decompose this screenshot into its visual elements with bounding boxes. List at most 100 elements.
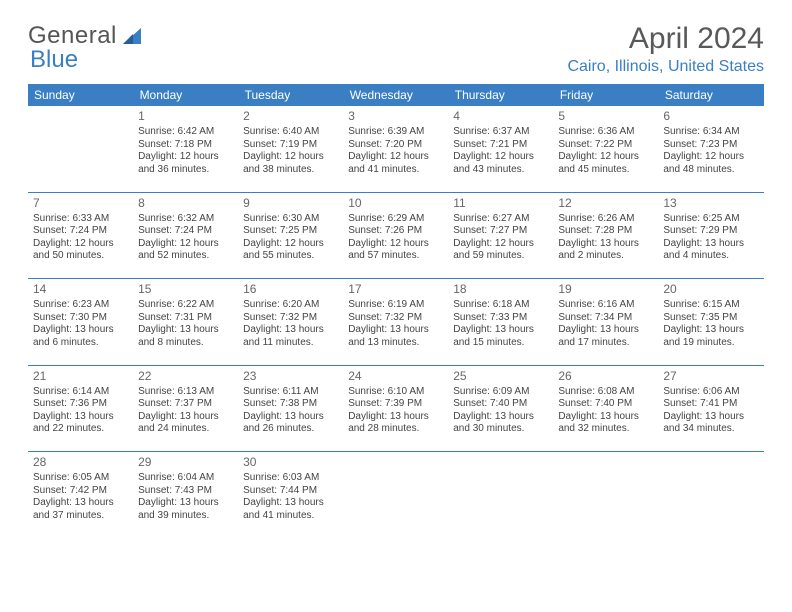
sunrise-text: Sunrise: 6:37 AM xyxy=(453,126,548,139)
daylight-text: and 17 minutes. xyxy=(558,337,653,350)
daylight-text: Daylight: 12 hours xyxy=(138,151,233,164)
sunset-text: Sunset: 7:37 PM xyxy=(138,398,233,411)
day-cell xyxy=(448,452,553,538)
day-number: 28 xyxy=(33,455,128,470)
day-cell: 24Sunrise: 6:10 AMSunset: 7:39 PMDayligh… xyxy=(343,366,448,452)
day-cell: 7Sunrise: 6:33 AMSunset: 7:24 PMDaylight… xyxy=(28,193,133,279)
day-cell: 2Sunrise: 6:40 AMSunset: 7:19 PMDaylight… xyxy=(238,106,343,192)
daylight-text: and 41 minutes. xyxy=(243,510,338,523)
daylight-text: Daylight: 13 hours xyxy=(663,324,758,337)
sunrise-text: Sunrise: 6:34 AM xyxy=(663,126,758,139)
sunrise-text: Sunrise: 6:42 AM xyxy=(138,126,233,139)
sunrise-text: Sunrise: 6:06 AM xyxy=(663,386,758,399)
sunrise-text: Sunrise: 6:32 AM xyxy=(138,213,233,226)
day-details: Sunrise: 6:13 AMSunset: 7:37 PMDaylight:… xyxy=(138,386,233,436)
day-cell: 8Sunrise: 6:32 AMSunset: 7:24 PMDaylight… xyxy=(133,193,238,279)
daylight-text: Daylight: 12 hours xyxy=(663,151,758,164)
sunset-text: Sunset: 7:19 PM xyxy=(243,139,338,152)
day-number: 18 xyxy=(453,282,548,297)
month-title: April 2024 xyxy=(567,22,764,56)
day-number: 13 xyxy=(663,196,758,211)
header-wednesday: Wednesday xyxy=(343,84,448,106)
sunset-text: Sunset: 7:33 PM xyxy=(453,312,548,325)
sunset-text: Sunset: 7:25 PM xyxy=(243,225,338,238)
day-cell: 20Sunrise: 6:15 AMSunset: 7:35 PMDayligh… xyxy=(658,279,763,365)
sunset-text: Sunset: 7:40 PM xyxy=(558,398,653,411)
day-cell xyxy=(553,452,658,538)
sunrise-text: Sunrise: 6:22 AM xyxy=(138,299,233,312)
sunset-text: Sunset: 7:42 PM xyxy=(33,485,128,498)
day-details: Sunrise: 6:26 AMSunset: 7:28 PMDaylight:… xyxy=(558,213,653,263)
daylight-text: and 55 minutes. xyxy=(243,250,338,263)
daylight-text: Daylight: 13 hours xyxy=(558,411,653,424)
day-cell: 1 Sunrise: 6:42 AMSunset: 7:18 PMDaylight… xyxy=(133,106,238,192)
day-header-row: Sunday Monday Tuesday Wednesday Thursday… xyxy=(28,84,764,106)
daylight-text: and 48 minutes. xyxy=(663,164,758,177)
day-number: 23 xyxy=(243,369,338,384)
daylight-text: and 45 minutes. xyxy=(558,164,653,177)
sunrise-text: Sunrise: 6:29 AM xyxy=(348,213,443,226)
sunset-text: Sunset: 7:36 PM xyxy=(33,398,128,411)
sunrise-text: Sunrise: 6:39 AM xyxy=(348,126,443,139)
header-tuesday: Tuesday xyxy=(238,84,343,106)
sunset-text: Sunset: 7:34 PM xyxy=(558,312,653,325)
daylight-text: and 28 minutes. xyxy=(348,423,443,436)
day-number: 24 xyxy=(348,369,443,384)
daylight-text: and 32 minutes. xyxy=(558,423,653,436)
sunset-text: Sunset: 7:18 PM xyxy=(138,139,233,152)
day-cell: 30Sunrise: 6:03 AMSunset: 7:44 PMDayligh… xyxy=(238,452,343,538)
daylight-text: and 30 minutes. xyxy=(453,423,548,436)
brand-word2: Blue xyxy=(30,46,78,74)
daylight-text: and 15 minutes. xyxy=(453,337,548,350)
sunset-text: Sunset: 7:43 PM xyxy=(138,485,233,498)
sunset-text: Sunset: 7:39 PM xyxy=(348,398,443,411)
sunset-text: Sunset: 7:24 PM xyxy=(33,225,128,238)
day-number: 25 xyxy=(453,369,548,384)
day-cell: 19Sunrise: 6:16 AMSunset: 7:34 PMDayligh… xyxy=(553,279,658,365)
daylight-text: Daylight: 12 hours xyxy=(243,151,338,164)
day-number: 6 xyxy=(663,109,758,124)
sunset-text: Sunset: 7:38 PM xyxy=(243,398,338,411)
sunrise-text: Sunrise: 6:04 AM xyxy=(138,472,233,485)
week-row: 21Sunrise: 6:14 AMSunset: 7:36 PMDayligh… xyxy=(28,366,764,452)
week-row: 28Sunrise: 6:05 AMSunset: 7:42 PMDayligh… xyxy=(28,452,764,538)
daylight-text: Daylight: 13 hours xyxy=(663,238,758,251)
day-cell: 17Sunrise: 6:19 AMSunset: 7:32 PMDayligh… xyxy=(343,279,448,365)
sunrise-text: Sunrise: 6:14 AM xyxy=(33,386,128,399)
header-thursday: Thursday xyxy=(448,84,553,106)
day-number: 27 xyxy=(663,369,758,384)
day-number: 10 xyxy=(348,196,443,211)
day-cell xyxy=(343,452,448,538)
daylight-text: Daylight: 13 hours xyxy=(348,324,443,337)
day-details: Sunrise: 6:37 AMSunset: 7:21 PMDaylight:… xyxy=(453,126,548,176)
day-number: 1 xyxy=(138,109,233,124)
day-cell: 27 Sunrise: 6:06 AMSunset: 7:41 PMDayligh… xyxy=(658,366,763,452)
day-details: Sunrise: 6:36 AMSunset: 7:22 PMDaylight:… xyxy=(558,126,653,176)
daylight-text: Daylight: 12 hours xyxy=(348,238,443,251)
sunrise-text: Sunrise: 6:13 AM xyxy=(138,386,233,399)
sunset-text: Sunset: 7:30 PM xyxy=(33,312,128,325)
day-number: 4 xyxy=(453,109,548,124)
sunrise-text: Sunrise: 6:03 AM xyxy=(243,472,338,485)
daylight-text: Daylight: 13 hours xyxy=(33,411,128,424)
day-details: Sunrise: 6:40 AMSunset: 7:19 PMDaylight:… xyxy=(243,126,338,176)
sunset-text: Sunset: 7:23 PM xyxy=(663,139,758,152)
sunrise-text: Sunrise: 6:20 AM xyxy=(243,299,338,312)
day-number: 14 xyxy=(33,282,128,297)
day-details: Sunrise: 6:11 AMSunset: 7:38 PMDaylight:… xyxy=(243,386,338,436)
day-cell: 14Sunrise: 6:23 AMSunset: 7:30 PMDayligh… xyxy=(28,279,133,365)
daylight-text: and 38 minutes. xyxy=(243,164,338,177)
day-details: Sunrise: 6:20 AMSunset: 7:32 PMDaylight:… xyxy=(243,299,338,349)
day-cell: 6 Sunrise: 6:34 AMSunset: 7:23 PMDaylight… xyxy=(658,106,763,192)
daylight-text: and 19 minutes. xyxy=(663,337,758,350)
day-details: Sunrise: 6:06 AMSunset: 7:41 PMDaylight:… xyxy=(663,386,758,436)
daylight-text: and 26 minutes. xyxy=(243,423,338,436)
location-text: Cairo, Illinois, United States xyxy=(567,58,764,76)
day-details: Sunrise: 6:27 AMSunset: 7:27 PMDaylight:… xyxy=(453,213,548,263)
daylight-text: Daylight: 12 hours xyxy=(348,151,443,164)
daylight-text: and 52 minutes. xyxy=(138,250,233,263)
daylight-text: Daylight: 13 hours xyxy=(663,411,758,424)
day-cell: 16Sunrise: 6:20 AMSunset: 7:32 PMDayligh… xyxy=(238,279,343,365)
header: General April 2024 Cairo, Illinois, Unit… xyxy=(28,22,764,76)
sunset-text: Sunset: 7:24 PM xyxy=(138,225,233,238)
